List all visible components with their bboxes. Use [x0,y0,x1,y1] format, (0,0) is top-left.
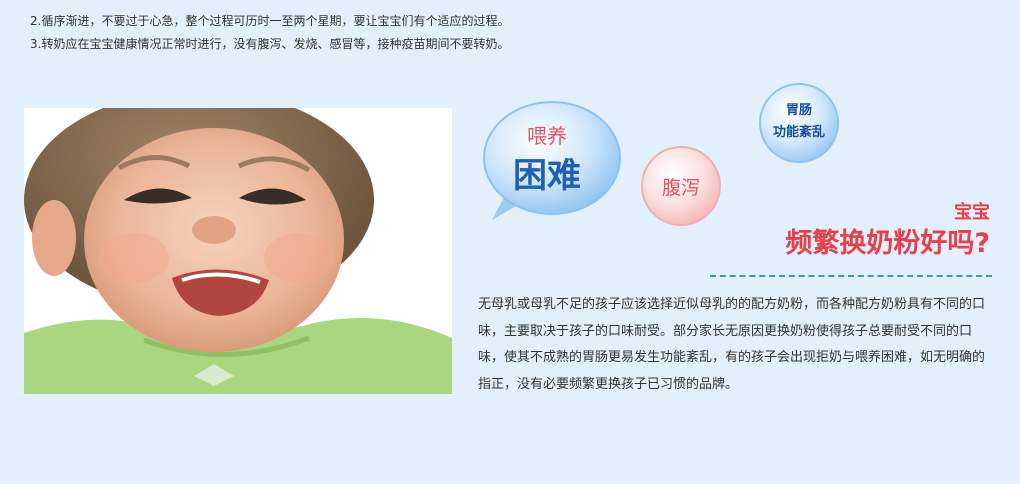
section-heading: 宝宝 频繁换奶粉好吗? [785,200,990,262]
bubble-label-diarrhea: 腹泻 [661,177,700,199]
bubble-label-gi-2: 功能紊乱 [772,125,825,140]
crying-baby-photo [24,108,452,394]
tip-2: 2.循序渐进，不要过于心急，整个过程可历时一至两个星期，要让宝宝们有个适应的过程… [30,14,510,28]
bubble-diarrhea: 腹泻 [640,145,722,227]
bubble-label-difficulty: 困难 [513,156,581,196]
tips-list: 2.循序渐进，不要过于心急，整个过程可历时一至两个星期，要让宝宝们有个适应的过程… [30,10,509,56]
article-paragraph: 无母乳或母乳不足的孩子应该选择近似母乳的的配方奶粉，而各种配方奶粉具有不同的口味… [478,297,986,392]
bubble-feeding-difficulty: 喂养 困难 [480,98,630,228]
bubble-gi-disorder: 胃肠 功能紊乱 [758,82,840,164]
heading-title: 频繁换奶粉好吗? [785,228,990,259]
heading-subtitle: 宝宝 [954,202,990,223]
dashed-divider [710,275,992,277]
tip-3: 3.转奶应在宝宝健康情况正常时进行，没有腹泻、发烧、感冒等，接种疫苗期间不要转奶… [30,37,510,51]
bubble-label-gi-1: 胃肠 [785,103,812,118]
bubble-label-feeding: 喂养 [527,124,567,148]
